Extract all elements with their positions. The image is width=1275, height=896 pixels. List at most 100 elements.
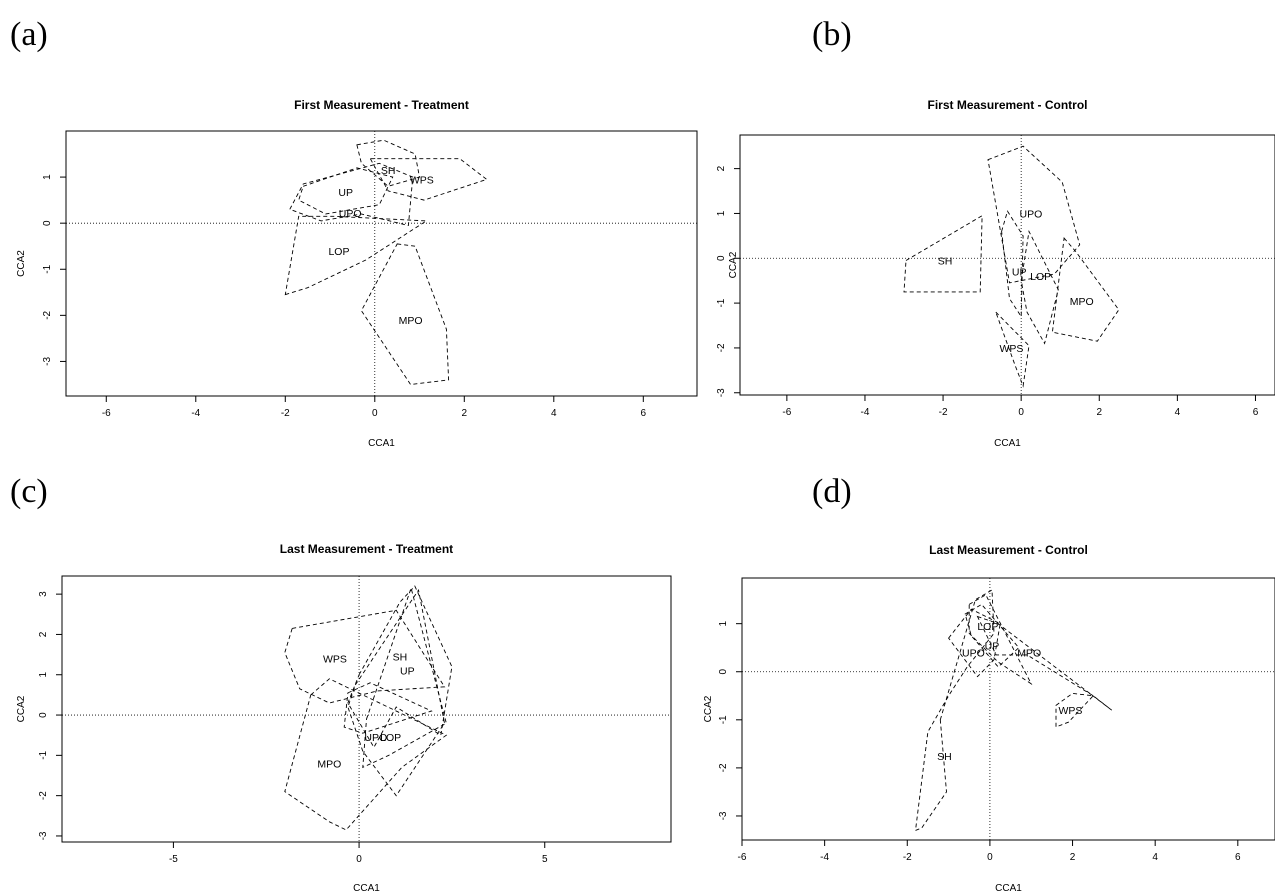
panel-d-x-tick-label: -6 bbox=[738, 852, 747, 863]
panel-a-x-tick-label: 4 bbox=[551, 408, 557, 419]
panel-c-hull-up bbox=[347, 588, 445, 797]
panel-b-x-tick-label: 6 bbox=[1253, 407, 1259, 418]
panel-a-y-tick-label: -1 bbox=[42, 264, 53, 273]
panel-c-plot-frame bbox=[61, 575, 672, 843]
panel-d-group-label-upo: UPO bbox=[962, 648, 985, 660]
panel-c-group-label-up: UP bbox=[400, 666, 415, 678]
panel-c-y-tick-label: -1 bbox=[38, 750, 49, 759]
panel-b-x-tick-label: 4 bbox=[1175, 407, 1181, 418]
panel-c-title: Last Measurement - Treatment bbox=[280, 542, 453, 556]
panel-a-y-tick-label: -3 bbox=[42, 357, 53, 366]
panel-d-hull-mpo bbox=[976, 615, 1113, 711]
panel-a-hull-lop bbox=[284, 215, 428, 296]
panel-a-group-label-mpo: MPO bbox=[399, 315, 423, 327]
panel-b-y-tick-label: -2 bbox=[716, 343, 727, 352]
panel-b-x-tick-label: -6 bbox=[782, 407, 791, 418]
panel-c-y-axis-label: CCA2 bbox=[16, 695, 27, 722]
panel-b-x-tick-label: -4 bbox=[861, 407, 870, 418]
panel-d-hull-upo bbox=[948, 608, 1001, 678]
panel-d-x-tick-label: 6 bbox=[1235, 852, 1241, 863]
panel-b-hull-mpo bbox=[1051, 237, 1120, 342]
panel-a-x-tick-label: -2 bbox=[281, 408, 290, 419]
panel-a-group-label-wps: WPS bbox=[410, 174, 434, 186]
panel-b-title: First Measurement - Control bbox=[927, 98, 1087, 112]
panel-c-x-axis-label: CCA1 bbox=[353, 883, 380, 894]
panel-d-x-axis-label: CCA1 bbox=[995, 883, 1022, 894]
panel-a-x-tick-label: -6 bbox=[102, 408, 111, 419]
panel-c-hull-lop bbox=[362, 586, 447, 769]
panel-b-group-label-wps: WPS bbox=[999, 343, 1023, 355]
panel-c-group-label-mpo: MPO bbox=[317, 758, 341, 770]
panel-a-hull-mpo bbox=[360, 243, 450, 385]
panel-d-group-label-sh: SH bbox=[937, 751, 952, 763]
panel-b-y-tick-label: 0 bbox=[716, 255, 727, 261]
panel-letter-a: (a) bbox=[10, 16, 48, 53]
panel-c-y-tick-label: 2 bbox=[38, 631, 49, 637]
panel-c-group-label-wps: WPS bbox=[323, 654, 347, 666]
panel-d-y-tick-label: -2 bbox=[718, 763, 729, 772]
panel-d-y-tick-label: 1 bbox=[718, 620, 729, 626]
panel-letter-c: (c) bbox=[10, 473, 48, 510]
panel-d-title: Last Measurement - Control bbox=[929, 543, 1088, 557]
panel-letter-d: (d) bbox=[812, 473, 852, 510]
panel-a-group-label-upo: UPO bbox=[339, 208, 362, 220]
panel-a-x-axis-label: CCA1 bbox=[368, 438, 395, 449]
panel-b-hull-lop bbox=[1020, 229, 1059, 345]
panel-a-group-label-up: UP bbox=[338, 187, 353, 199]
panel-a-y-tick-label: 1 bbox=[42, 174, 53, 180]
panel-b-y-tick-label: 1 bbox=[716, 210, 727, 216]
panel-d-x-tick-label: 4 bbox=[1152, 852, 1158, 863]
panel-b-x-axis-label: CCA1 bbox=[994, 438, 1021, 449]
panel-c-y-tick-label: 1 bbox=[38, 672, 49, 678]
panel-d-group-label-wps: WPS bbox=[1059, 705, 1083, 717]
panel-b-x-tick-label: 0 bbox=[1018, 407, 1024, 418]
panel-a-plot-frame bbox=[65, 130, 698, 397]
panel-b-plot-frame bbox=[739, 134, 1275, 396]
panel-d-y-tick-label: -3 bbox=[718, 811, 729, 820]
panel-b-group-label-upo: UPO bbox=[1020, 208, 1043, 220]
panel-c-group-label-sh: SH bbox=[393, 652, 408, 664]
panel-c-hull-upo bbox=[343, 682, 433, 734]
panel-b-y-tick-label: 2 bbox=[716, 165, 727, 171]
panel-c-group-label-lop: LOP bbox=[380, 732, 401, 744]
panel-a-y-axis-label: CCA2 bbox=[16, 250, 27, 277]
panel-a-group-label-sh: SH bbox=[381, 165, 396, 177]
panel-b-y-tick-label: -3 bbox=[716, 388, 727, 397]
panel-c-y-tick-label: -2 bbox=[38, 791, 49, 800]
panel-d-hull-lop bbox=[964, 603, 1020, 668]
panel-c-group-label-upo: UPO bbox=[364, 732, 387, 744]
panel-c-y-tick-label: 0 bbox=[38, 712, 49, 718]
panel-c-x-tick-label: 5 bbox=[542, 854, 548, 865]
panel-a-hull-upo bbox=[289, 162, 414, 227]
panel-a-x-tick-label: 2 bbox=[462, 408, 468, 419]
panel-b-hull-sh bbox=[903, 214, 983, 293]
panel-c-hull-wps bbox=[284, 609, 446, 704]
panel-d-x-tick-label: 0 bbox=[987, 852, 993, 863]
panel-d-group-label-up: UP bbox=[985, 640, 1000, 652]
panel-d-group-label-lop: LOP bbox=[977, 621, 998, 633]
panel-d-y-tick-label: -1 bbox=[718, 715, 729, 724]
panel-d-hull-sh bbox=[914, 589, 995, 832]
panel-b-hull-upo bbox=[987, 145, 1081, 284]
panel-d-y-tick-label: 0 bbox=[718, 669, 729, 675]
panel-a-x-tick-label: -4 bbox=[191, 408, 200, 419]
panel-d-x-tick-label: -4 bbox=[820, 852, 829, 863]
panel-a-x-tick-label: 6 bbox=[641, 408, 647, 419]
panel-d-chart: Last Measurement - Control -6 -4 -2 0 2 4 6 -3 -2… bbox=[703, 543, 1275, 894]
panel-c-x-tick-label: -5 bbox=[169, 854, 178, 865]
panel-b-group-label-up: UP bbox=[1012, 267, 1027, 279]
panel-letter-b: (b) bbox=[812, 16, 852, 53]
panel-b-x-tick-label: -2 bbox=[939, 407, 948, 418]
panel-c-chart: Last Measurement - Treatment -5 0 5 -3 -2 -1 0 1… bbox=[16, 542, 672, 894]
panel-a-hull-up bbox=[298, 167, 394, 215]
panel-b-group-label-lop: LOP bbox=[1030, 271, 1051, 283]
panel-b-group-label-mpo: MPO bbox=[1070, 296, 1094, 308]
panel-d-x-tick-label: 2 bbox=[1070, 852, 1076, 863]
panel-a-chart: First Measurement - Treatment -6 -4 -2 0 2 4 6 -… bbox=[16, 98, 698, 449]
panel-d-hull-up bbox=[968, 594, 1033, 686]
panel-d-plot-frame bbox=[741, 577, 1275, 841]
panel-c-y-tick-label: 3 bbox=[38, 591, 49, 597]
panel-b-hull-up bbox=[1001, 210, 1024, 319]
panel-b-x-tick-label: 2 bbox=[1096, 407, 1102, 418]
